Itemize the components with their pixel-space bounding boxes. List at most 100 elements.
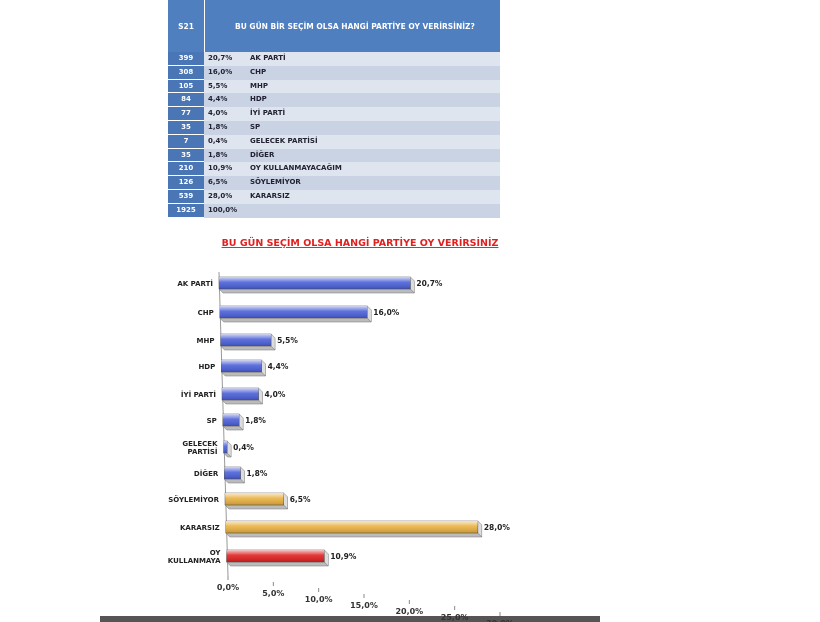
- table-cell: 1,8%: [208, 150, 228, 159]
- table-cell: İYİ PARTİ: [250, 109, 286, 118]
- category-label: SP: [206, 417, 217, 425]
- table-row: 105 5,5% MHP: [168, 79, 500, 94]
- table-cell: 308: [168, 65, 204, 80]
- table-cell: KARARSIZ: [250, 191, 290, 200]
- table-row: 308 16,0% CHP: [168, 65, 500, 80]
- x-tick-label: 25,0%: [441, 613, 469, 622]
- bar-shine: [225, 493, 284, 505]
- table-cell: 5,5%: [208, 81, 228, 90]
- header-cell: S21: [168, 0, 205, 52]
- table-cell: 35: [168, 120, 204, 135]
- table-cell: DİĞER: [250, 150, 275, 159]
- table-cell: 210: [168, 162, 204, 177]
- table-cell: 4,4%: [208, 95, 228, 104]
- bar-shine: [224, 467, 241, 479]
- value-label: 28,0%: [484, 523, 511, 532]
- bar-side: [218, 288, 416, 294]
- table-cell: 100,0%: [208, 205, 238, 214]
- x-tick-label: 0,0%: [217, 583, 239, 592]
- table-row: 399 20,7% AK PARTİ: [168, 52, 500, 66]
- table-header: S21 BU GÜN BİR SEÇİM OLSA HANGİ PARTİYE …: [168, 0, 500, 52]
- table-cell: 1925: [168, 203, 204, 218]
- table-cell: 20,7%: [208, 54, 233, 62]
- category-label: HDP: [198, 363, 216, 371]
- bar-side: [224, 504, 289, 510]
- table-cell: 126: [168, 176, 204, 190]
- category-label: OY KULLANMAYA: [167, 549, 221, 565]
- bar-shine: [222, 388, 259, 400]
- table-cell: GELECEK PARTİSİ: [250, 136, 318, 145]
- bar-shine: [226, 550, 325, 562]
- x-tick-label: 5,0%: [262, 589, 284, 598]
- value-label: 1,8%: [245, 416, 266, 425]
- value-label: 4,0%: [265, 390, 286, 399]
- table-cell: 105: [168, 79, 204, 94]
- table-cell: 77: [168, 107, 204, 121]
- chart-title: BU GÜN SEÇİM OLSA HANGİ PARTİYE OY VERİR…: [222, 238, 499, 249]
- bar-side: [225, 532, 483, 538]
- value-label: 0,4%: [233, 443, 254, 452]
- bar-shine: [219, 277, 411, 289]
- category-label: GELECEK PARTİSİ: [182, 440, 218, 456]
- value-label: 1,8%: [247, 469, 268, 478]
- table-cell: OY KULLANMAYACAĞIM: [250, 164, 342, 173]
- data-table: S21 BU GÜN BİR SEÇİM OLSA HANGİ PARTİYE …: [168, 0, 500, 218]
- bar-shine: [219, 306, 368, 318]
- category-label: İYİ PARTİ: [180, 391, 216, 399]
- x-tick-label: 20,0%: [395, 607, 423, 616]
- header-cell: BU GÜN BİR SEÇİM OLSA HANGİ PARTİYE OY V…: [235, 21, 475, 31]
- bar-side: [219, 317, 372, 323]
- bar-shine: [221, 360, 262, 372]
- table-cell: 28,0%: [208, 191, 233, 200]
- bar-shine: [223, 441, 228, 453]
- table-row: 7 0,4% GELECEK PARTİSİ: [168, 134, 500, 149]
- table-row: 84 4,4% HDP: [168, 93, 500, 108]
- value-label: 6,5%: [290, 495, 311, 504]
- table-cell: 4,0%: [208, 109, 228, 118]
- category-label: MHP: [196, 337, 215, 345]
- value-label: 10,9%: [330, 552, 357, 561]
- category-label: DİĞER: [193, 470, 219, 478]
- bar-shine: [220, 334, 272, 346]
- page-bottom-bar: [100, 616, 600, 622]
- bar-shine: [225, 521, 478, 533]
- value-label: 4,4%: [268, 362, 289, 371]
- table-cell: 35: [168, 148, 204, 163]
- table-row: 126 6,5% SÖYLEMİYOR: [168, 176, 500, 190]
- table-row: 35 1,8% SP: [168, 120, 500, 135]
- table-cell: SP: [250, 122, 261, 131]
- table-cell: 16,0%: [208, 67, 233, 76]
- table-row: 35 1,8% DİĞER: [168, 148, 500, 163]
- value-label: 20,7%: [416, 279, 443, 288]
- table-row: 539 28,0% KARARSIZ: [168, 189, 500, 204]
- category-label: CHP: [197, 309, 214, 317]
- value-label: 16,0%: [373, 308, 400, 317]
- table-row: 1925 100,0%: [168, 203, 500, 218]
- value-label: 5,5%: [277, 336, 298, 345]
- x-tick-label: 30,0%: [486, 619, 514, 622]
- table-cell: 6,5%: [208, 178, 228, 187]
- table-row: 77 4,0% İYİ PARTİ: [168, 107, 500, 121]
- x-tick-label: 15,0%: [350, 601, 378, 610]
- category-label: SÖYLEMİYOR: [168, 496, 219, 504]
- category-label: KARARSIZ: [179, 524, 220, 532]
- table-cell: AK PARTİ: [250, 54, 286, 62]
- table-cell: 7: [168, 134, 204, 149]
- table-cell: 10,9%: [208, 164, 233, 173]
- table-cell: SÖYLEMİYOR: [250, 178, 301, 187]
- x-tick-label: 10,0%: [305, 595, 333, 604]
- bar-shine: [222, 414, 240, 426]
- table-cell: 0,4%: [208, 136, 228, 145]
- table-cell: CHP: [250, 67, 267, 76]
- category-label: AK PARTİ: [177, 280, 213, 288]
- table-row: 210 10,9% OY KULLANMAYACAĞIM: [168, 162, 500, 177]
- table-cell: HDP: [250, 95, 267, 104]
- table-cell: 399: [168, 52, 204, 66]
- bar-side: [220, 371, 267, 377]
- table-cell: 1,8%: [208, 122, 228, 131]
- table-cell: MHP: [250, 81, 268, 90]
- table-cell: 84: [168, 93, 204, 108]
- bar-side: [225, 561, 329, 567]
